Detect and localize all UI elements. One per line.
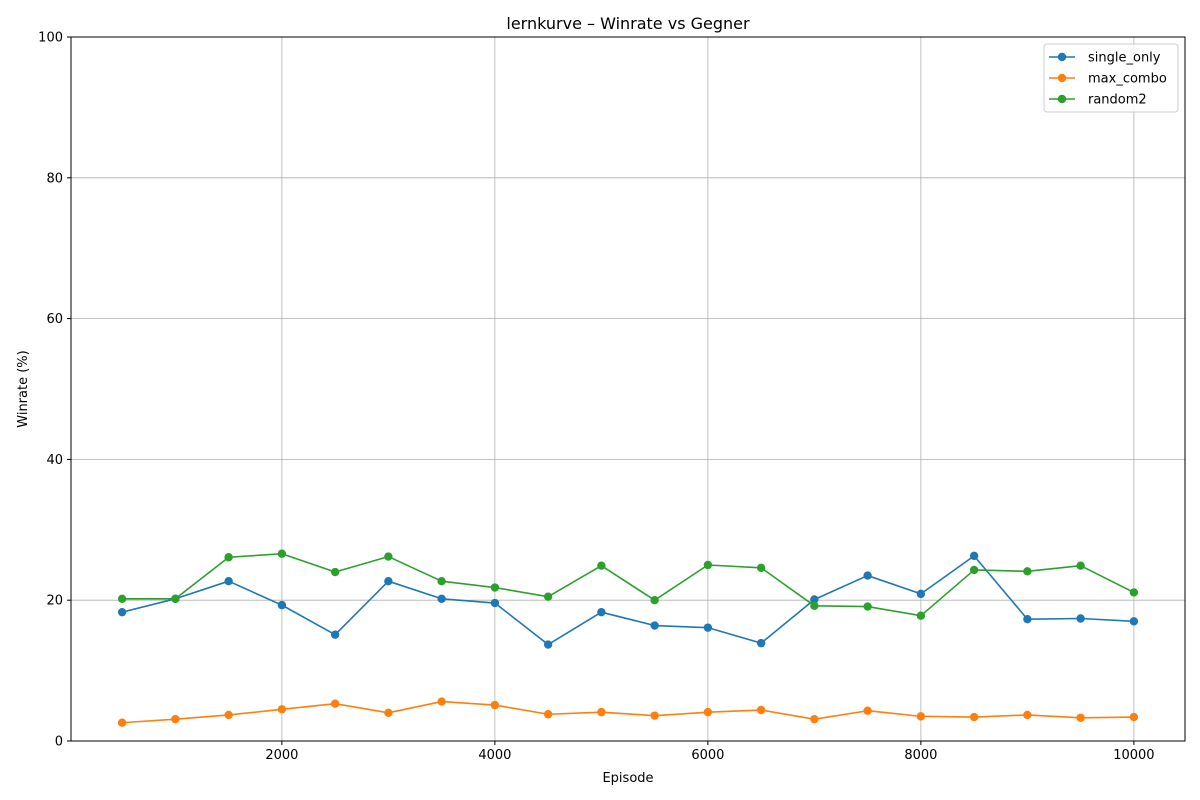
data-point (756, 638, 766, 648)
data-point (490, 598, 500, 608)
data-point (703, 560, 713, 570)
legend-marker (1057, 73, 1067, 83)
data-point (384, 576, 393, 586)
data-point (756, 705, 766, 715)
legend-marker (1057, 52, 1067, 62)
data-point (330, 630, 340, 639)
y-tick-label: 60 (46, 312, 63, 327)
series-random2 (117, 549, 1139, 620)
y-axis-label: Winrate (%) (16, 350, 31, 427)
data-point (597, 561, 606, 570)
data-point (597, 707, 606, 717)
data-point (703, 707, 713, 717)
x-axis-label: Episode (602, 771, 653, 786)
y-tick-label: 80 (46, 171, 63, 186)
data-point (863, 571, 872, 580)
data-point (810, 595, 819, 604)
data-point (1023, 615, 1032, 624)
x-tick-label: 10000 (1113, 748, 1154, 763)
data-point (543, 592, 553, 601)
legend-label: single_only (1088, 51, 1161, 66)
data-point (437, 594, 446, 603)
data-point (224, 576, 233, 586)
series-single-only (117, 551, 1139, 649)
data-point (1076, 561, 1085, 570)
data-point (1076, 713, 1085, 722)
legend-label: random2 (1088, 93, 1147, 108)
data-point (916, 611, 926, 620)
data-point (543, 640, 553, 649)
data-point (224, 553, 233, 562)
series-line (121, 555, 1134, 646)
data-point (863, 706, 872, 715)
data-point (810, 601, 819, 611)
data-point (969, 551, 979, 561)
data-point (650, 621, 659, 630)
data-point (277, 600, 287, 610)
series-line (122, 552, 1135, 617)
y-tick-label: 40 (46, 453, 63, 468)
y-tick-label: 0 (55, 735, 63, 750)
data-point (650, 596, 659, 605)
data-point (277, 705, 287, 714)
data-point (171, 714, 180, 724)
legend-marker (1057, 94, 1067, 104)
data-point (1023, 710, 1032, 720)
data-point (1129, 712, 1139, 722)
x-tick-label: 6000 (691, 748, 724, 763)
data-point (437, 697, 446, 706)
series-line (122, 700, 1134, 724)
data-point (1076, 614, 1085, 623)
legend: single_only max_combo random2 (1043, 43, 1179, 113)
series-max-combo (117, 697, 1139, 727)
data-point (171, 594, 180, 603)
data-point (810, 714, 819, 724)
x-tick-label: 2000 (265, 748, 298, 763)
data-point (490, 583, 500, 592)
data-point (916, 589, 926, 599)
x-tick-label: 4000 (478, 748, 511, 763)
data-point (224, 710, 233, 720)
data-point (916, 712, 926, 721)
data-point (863, 602, 872, 611)
data-point (277, 549, 287, 558)
data-point (330, 567, 340, 577)
data-point (597, 607, 606, 617)
chart-title: lernkurve – Winrate vs Gegner (506, 14, 750, 33)
data-point (384, 552, 393, 561)
legend-box (1043, 43, 1179, 113)
data-point (703, 623, 713, 632)
data-point (490, 700, 500, 710)
y-tick-label: 100 (38, 31, 63, 46)
data-point (437, 576, 446, 586)
data-point (756, 563, 766, 573)
data-point (330, 699, 340, 708)
data-point (650, 711, 659, 720)
legend-label: max_combo (1088, 72, 1167, 87)
data-point (384, 708, 393, 718)
data-point (969, 565, 979, 575)
data-point (1129, 617, 1139, 626)
data-point (117, 594, 127, 603)
data-point (1129, 588, 1139, 597)
data-point (543, 710, 553, 719)
series-layer (117, 549, 1139, 727)
plot-frame (70, 36, 1186, 742)
data-point (969, 712, 979, 722)
y-tick-label: 20 (46, 594, 63, 609)
axis-ticks: 2000 4000 6000 8000 10000 0 20 40 60 80 100 (38, 31, 1154, 764)
data-point (117, 607, 127, 617)
data-point (1023, 567, 1032, 576)
data-point (117, 718, 127, 727)
x-tick-label: 8000 (904, 748, 937, 763)
